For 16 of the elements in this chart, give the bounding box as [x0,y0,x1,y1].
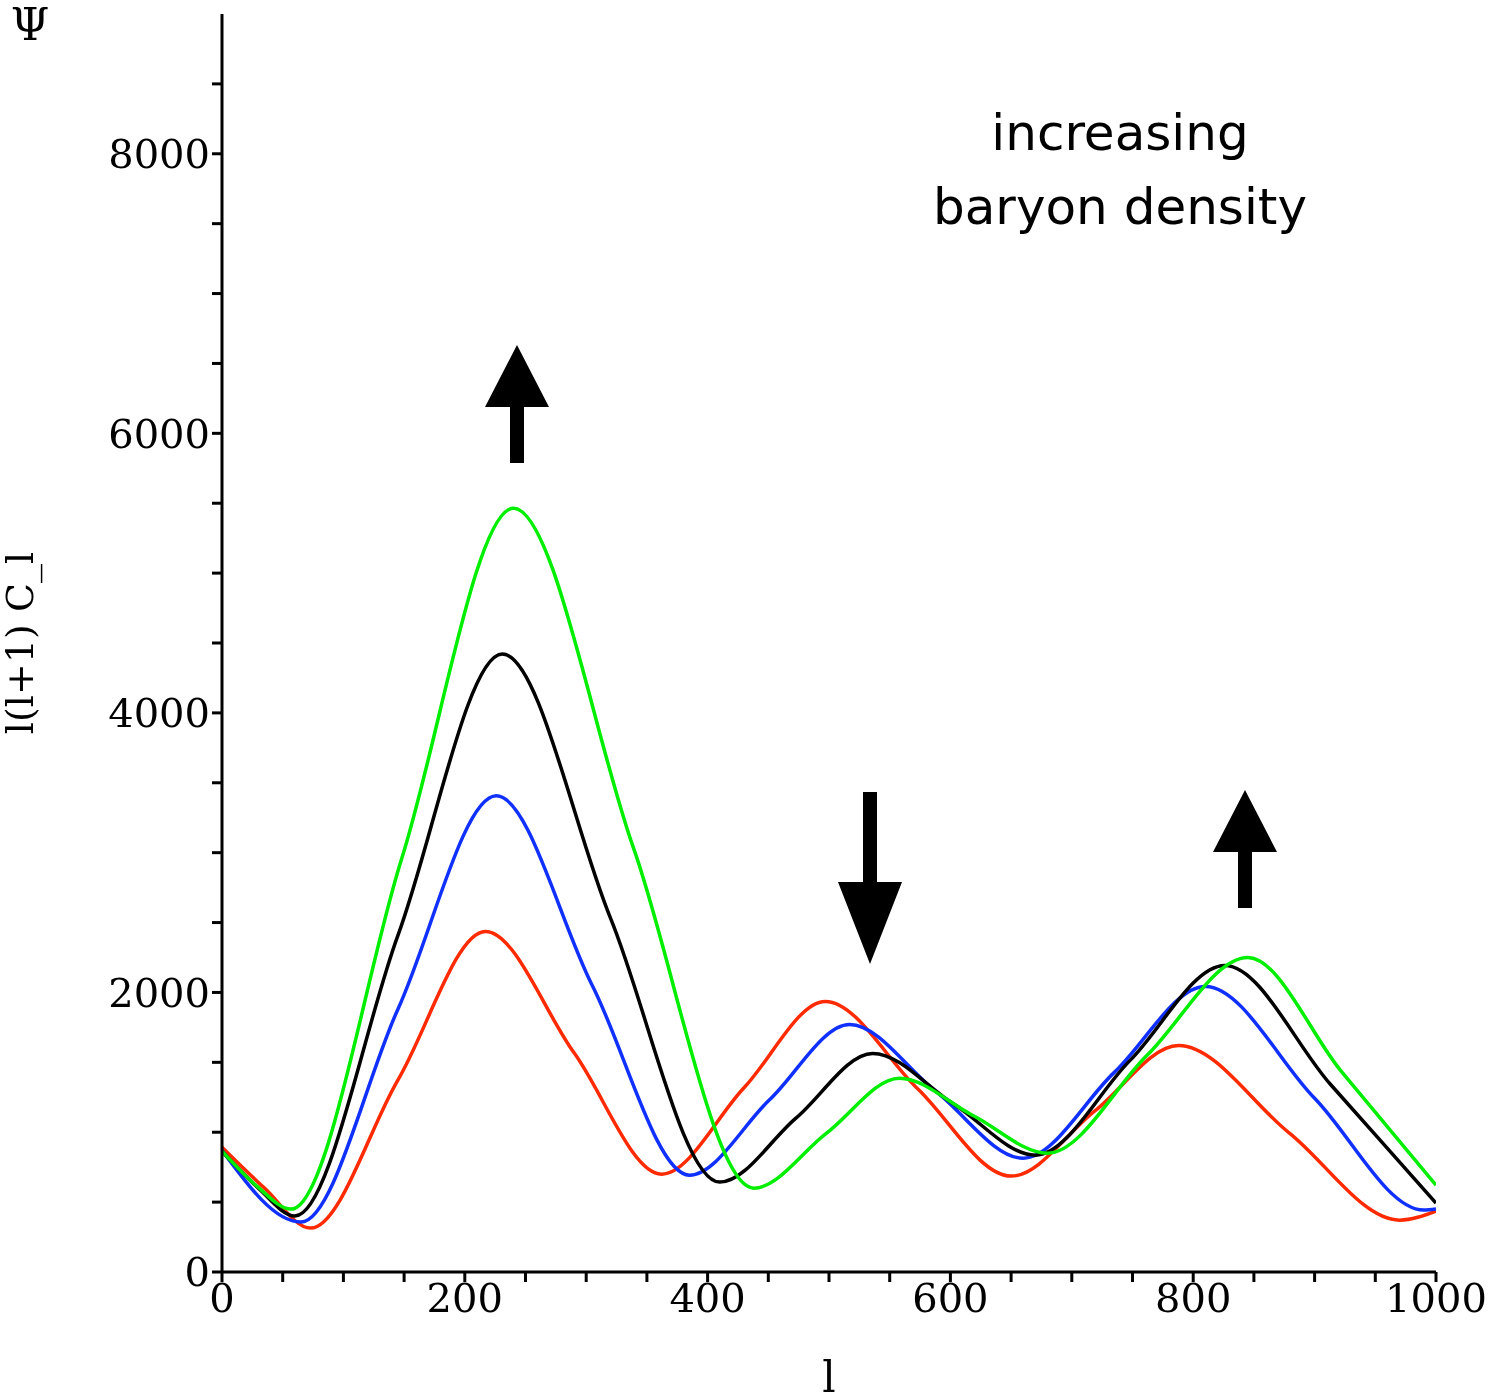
y-tick-label: 8000 [108,130,210,177]
annotation: increasing baryon density [932,104,1308,236]
y-tick-label: 4000 [108,690,210,737]
line-series [222,929,1436,1230]
line-series [222,506,1436,1211]
x-tick-label: 600 [912,1275,989,1322]
line-series [222,794,1436,1224]
x-tick-label: 400 [669,1275,746,1322]
x-tick-label: 1000 [1385,1275,1487,1322]
y-tick-label: 2000 [108,969,210,1016]
text: Ψ [10,0,50,50]
y-axis-title: l(l+1) C_l [0,551,44,735]
x-tick-label: 200 [426,1275,503,1322]
y-tick-label: 6000 [108,410,210,457]
x-tick-label: 800 [1155,1275,1232,1322]
x-axis-title: l [822,1353,836,1392]
